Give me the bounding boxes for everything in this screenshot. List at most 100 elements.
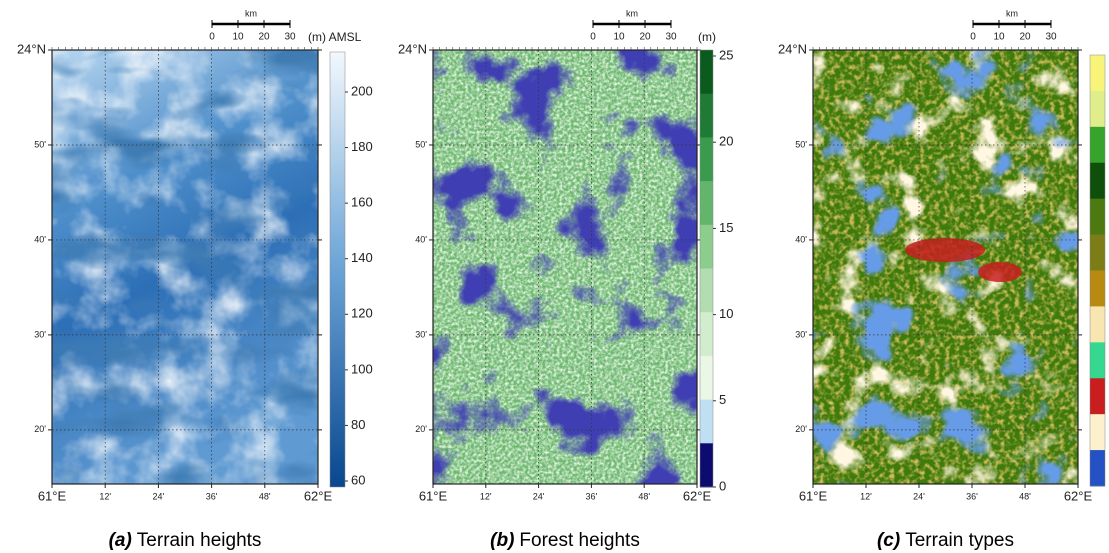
colorbar-segment xyxy=(700,269,713,313)
colorbar-label: 140 xyxy=(351,250,373,265)
colorbar-segment xyxy=(700,312,713,356)
scale-label: 20 xyxy=(639,32,651,43)
lon-label: 24' xyxy=(533,491,545,501)
lon-label: 48' xyxy=(1019,491,1031,501)
colorbar-label: 5 xyxy=(719,392,726,407)
scale-label: 30 xyxy=(284,32,296,43)
scale-label: 30 xyxy=(665,32,677,43)
scale-label: 0 xyxy=(590,32,596,43)
scale-label: 10 xyxy=(613,32,625,43)
caption-text: Forest heights xyxy=(519,530,639,551)
caption-label: (c) xyxy=(877,530,900,551)
colorbar-label: 80 xyxy=(351,417,365,432)
scale-unit: km xyxy=(245,8,257,18)
colorbar-label: 25 xyxy=(719,47,733,62)
colorbar-label: 100 xyxy=(351,361,373,376)
lat-label: 40' xyxy=(34,234,46,244)
scale-label: 10 xyxy=(232,32,244,43)
lake-texture xyxy=(813,50,1078,484)
lat-label: 30' xyxy=(795,329,807,339)
colorbar-segment xyxy=(700,356,713,400)
colorbar-label: 0 xyxy=(719,478,726,493)
scale-label: 30 xyxy=(1045,32,1057,43)
lon-label: 61°E xyxy=(38,488,67,503)
colorbar-segment xyxy=(1090,127,1105,163)
lat-label: 40' xyxy=(415,234,427,244)
lon-label: 62°E xyxy=(304,488,333,503)
lon-label: 61°E xyxy=(419,488,448,503)
maps xyxy=(52,50,1078,484)
lon-label: 62°E xyxy=(1064,488,1093,503)
colorbar-segment xyxy=(700,225,713,269)
colorbar-label: 60 xyxy=(351,472,365,487)
colorbar-segment xyxy=(700,137,713,181)
scale-label: 0 xyxy=(970,32,976,43)
lon-label: 36' xyxy=(206,491,218,501)
lat-label: 30' xyxy=(415,329,427,339)
colorbar-label: 20 xyxy=(719,134,733,149)
lon-label: 48' xyxy=(638,491,650,501)
lat-label: 20' xyxy=(34,424,46,434)
lat-label: 24°N xyxy=(17,41,46,56)
caption-label: (b) xyxy=(490,530,514,551)
colorbar-segment xyxy=(1090,235,1105,271)
lat-label: 20' xyxy=(415,424,427,434)
colorbar-segment xyxy=(1090,450,1105,486)
urban-area xyxy=(905,238,985,262)
colorbar-segment xyxy=(700,94,713,138)
scale-label: 20 xyxy=(258,32,270,43)
caption: (b)Forest heights xyxy=(490,530,640,551)
colorbar-segment xyxy=(700,400,713,444)
caption: (c)Terrain types xyxy=(877,530,1014,551)
valley-texture xyxy=(52,50,318,484)
colorbar-segment xyxy=(1090,342,1105,378)
colorbar xyxy=(330,52,345,487)
water-texture xyxy=(433,50,697,484)
lat-label: 30' xyxy=(34,329,46,339)
lon-label: 48' xyxy=(259,491,271,501)
scale-label: 20 xyxy=(1019,32,1031,43)
scale-label: 0 xyxy=(209,32,215,43)
colorbar-label: 160 xyxy=(351,195,373,210)
colorbar-label: 120 xyxy=(351,306,373,321)
colorbar-segment xyxy=(1090,91,1105,127)
lat-label: 50' xyxy=(34,139,46,149)
caption-label: (a) xyxy=(109,530,132,551)
colorbar-segment xyxy=(1090,306,1105,342)
lat-label: 24°N xyxy=(778,41,807,56)
lon-label: 24' xyxy=(153,491,165,501)
colorbar-title: (m) AMSL xyxy=(308,30,362,44)
scale-label: 10 xyxy=(993,32,1005,43)
colorbar-label: 200 xyxy=(351,83,373,98)
colorbar-segment xyxy=(1090,414,1105,450)
lon-label: 62°E xyxy=(683,488,712,503)
lon-label: 12' xyxy=(480,491,492,501)
lon-label: 12' xyxy=(99,491,111,501)
colorbar-label: 15 xyxy=(719,220,733,235)
lon-label: 36' xyxy=(966,491,978,501)
colorbar-label: 180 xyxy=(351,139,373,154)
urban-area xyxy=(978,262,1022,282)
lon-label: 61°E xyxy=(799,488,828,503)
lat-label: 20' xyxy=(795,424,807,434)
lat-label: 24°N xyxy=(398,41,427,56)
colorbar-segment xyxy=(1090,163,1105,199)
lon-label: 24' xyxy=(913,491,925,501)
scale-unit: km xyxy=(626,8,638,18)
colorbar-segment xyxy=(1090,55,1105,91)
lat-label: 40' xyxy=(795,234,807,244)
figure: 24°N 50' 40' 30' 20' 61°E 12' 24' 36' 48' 62°E km 0 1… xyxy=(0,0,1109,553)
colorbar-segment xyxy=(1090,271,1105,307)
caption-text: Terrain types xyxy=(905,530,1014,551)
colorbar-title: (m) xyxy=(698,30,716,44)
lat-label: 50' xyxy=(415,139,427,149)
colorbar-segment xyxy=(1090,378,1105,414)
colorbar-segment xyxy=(700,181,713,225)
lon-label: 12' xyxy=(860,491,872,501)
lon-label: 36' xyxy=(586,491,598,501)
lat-label: 50' xyxy=(795,139,807,149)
caption-text: Terrain heights xyxy=(137,530,262,551)
colorbar-segment xyxy=(1090,199,1105,235)
caption: (a)Terrain heights xyxy=(109,530,262,551)
scale-unit: km xyxy=(1006,8,1018,18)
